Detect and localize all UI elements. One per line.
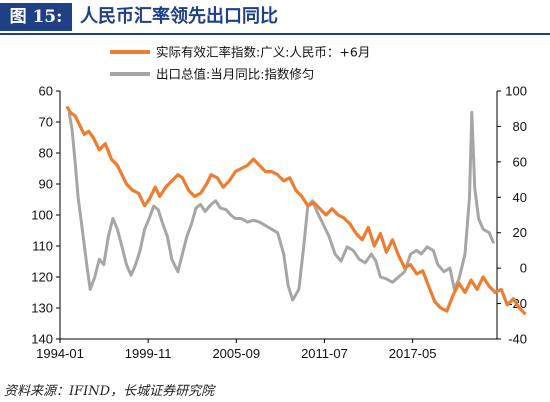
x-tick-label: 2005-09 xyxy=(212,346,260,361)
header-rule xyxy=(0,33,550,35)
x-tick-label: 2011-07 xyxy=(301,346,348,361)
left-tick-label: 70 xyxy=(39,115,53,130)
left-tick-label: 60 xyxy=(39,84,53,99)
x-tick-label: 1999-11 xyxy=(125,346,172,361)
left-tick-label: 100 xyxy=(31,208,53,223)
legend-label-export: 出口总值:当月同比:指数修匀 xyxy=(156,67,314,82)
left-tick-label: 140 xyxy=(31,332,53,347)
left-tick-label: 120 xyxy=(31,270,53,285)
right-tick-label: 100 xyxy=(505,84,527,99)
chart-series xyxy=(65,105,527,316)
figure-title: 人民币汇率领先出口同比 xyxy=(80,6,278,27)
right-tick-label: -40 xyxy=(508,332,527,347)
legend-label-reer: 实际有效汇率指数:广义:人民币：+6月 xyxy=(156,45,370,60)
left-tick-label: 90 xyxy=(39,177,53,192)
right-tick-label: 60 xyxy=(513,154,527,169)
right-tick-label: 80 xyxy=(513,119,527,134)
series-line-export xyxy=(67,110,496,302)
x-tick-label: 1994-01 xyxy=(36,346,84,361)
right-tick-label: 40 xyxy=(513,190,527,205)
left-tick-label: 110 xyxy=(32,239,53,254)
right-tick-label: 20 xyxy=(513,225,527,240)
source-note: 资料来源：IFIND，长城证券研究院 xyxy=(4,384,215,399)
right-tick-label: 0 xyxy=(520,261,527,276)
figure-header: 图 15: 人民币汇率领先出口同比 xyxy=(0,0,550,36)
x-tick-label: 2017-05 xyxy=(389,346,437,361)
left-tick-label: 80 xyxy=(39,146,53,161)
series-line-reer xyxy=(65,105,527,316)
figure-number-label: 图 15: xyxy=(0,3,72,31)
left-tick-label: 130 xyxy=(31,301,53,316)
